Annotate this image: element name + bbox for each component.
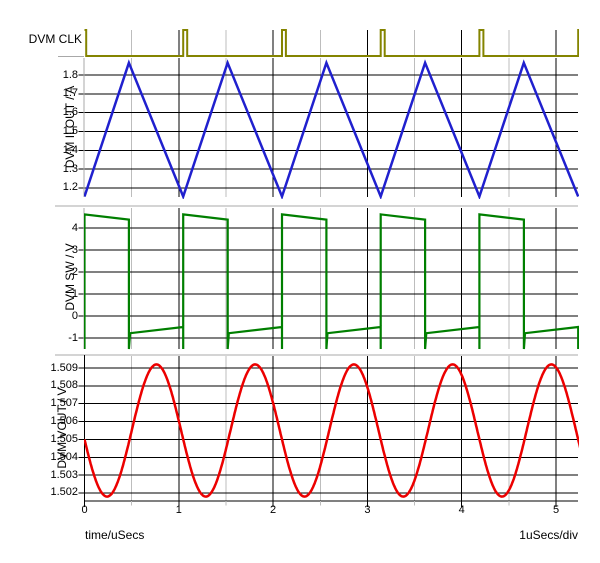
ilout-tick-label: 1.6 bbox=[62, 106, 78, 119]
sw-tick-label: 0 bbox=[71, 309, 78, 322]
vout-tick-label: 1.505 bbox=[50, 432, 78, 445]
sw-tick-label: 2 bbox=[71, 265, 78, 278]
ilout-tick-label: 1.5 bbox=[62, 124, 78, 137]
ilout-tick-label: 1.8 bbox=[62, 68, 78, 81]
x-tick-label: 2 bbox=[270, 504, 277, 516]
vout-tick-label: 1.507 bbox=[50, 397, 78, 410]
vout-tick-label: 1.508 bbox=[50, 379, 78, 392]
sw-tick-label: 4 bbox=[71, 221, 78, 234]
vout-tick-label: 1.502 bbox=[50, 486, 78, 499]
x-tick-label: 4 bbox=[458, 504, 465, 516]
clk-trace-label: DVM CLK bbox=[28, 32, 82, 46]
ilout-tick-label: 1.2 bbox=[62, 181, 78, 194]
vout-tick-label: 1.504 bbox=[50, 450, 78, 463]
vout-tick-label: 1.506 bbox=[50, 415, 78, 428]
vout-tick-label: 1.503 bbox=[50, 468, 78, 481]
ilout-tick-label: 1.3 bbox=[62, 162, 78, 175]
vout-tick-label: 1.509 bbox=[50, 361, 78, 374]
x-axis-title: time/uSecs bbox=[85, 528, 145, 542]
ilout-tick-label: 1.7 bbox=[62, 87, 78, 100]
x-scale-label: 1uSecs/div bbox=[519, 528, 578, 542]
sw-tick-label: -1 bbox=[68, 331, 78, 344]
x-tick-label: 5 bbox=[552, 504, 560, 516]
sw-tick-label: 1 bbox=[71, 287, 78, 300]
x-tick-label: 0 bbox=[81, 504, 88, 516]
sw-tick-label: 3 bbox=[71, 243, 78, 256]
ilout-tick-label: 1.4 bbox=[62, 143, 78, 156]
x-tick-label: 3 bbox=[364, 504, 371, 516]
x-tick-label: 1 bbox=[175, 504, 182, 516]
